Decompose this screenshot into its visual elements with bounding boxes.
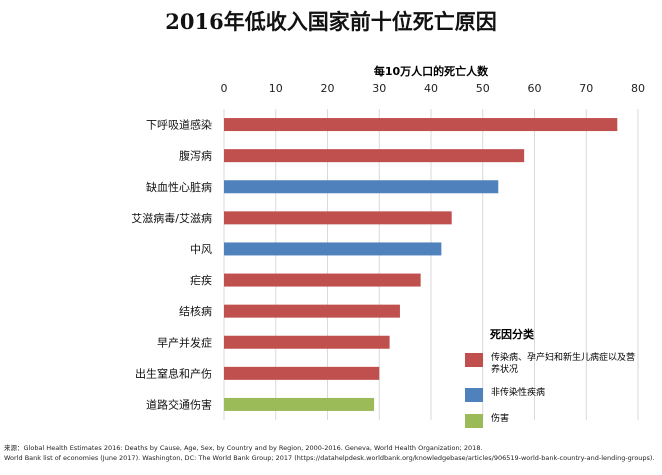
- x-tick-label: 20: [321, 82, 335, 95]
- category-label: 下呼吸道感染: [146, 118, 212, 132]
- bar: [224, 304, 400, 318]
- category-label: 出生窒息和产伤: [135, 366, 212, 380]
- footnote-line-1: 来源：Global Health Estimates 2016: Deaths …: [4, 444, 483, 452]
- category-label: 道路交通伤害: [146, 397, 212, 411]
- category-label: 结核病: [179, 304, 212, 318]
- bar: [224, 397, 375, 411]
- bar: [224, 118, 618, 132]
- legend-swatch: [465, 353, 483, 367]
- source-footnote: 来源：Global Health Estimates 2016: Deaths …: [4, 444, 660, 463]
- x-tick-label: 80: [631, 82, 645, 95]
- legend: 死因分类 传染病、孕产妇和新生儿病症以及营养状况非传染性疾病 伤害: [465, 326, 660, 439]
- footnote-line-2: World Bank list of economies (June 2017)…: [4, 453, 655, 462]
- category-label: 中风: [190, 243, 212, 256]
- bar: [224, 211, 452, 225]
- legend-item: 非传染性疾病: [465, 387, 660, 402]
- chart-title: 2016年低收入国家前十位死亡原因: [165, 9, 497, 34]
- x-tick-label: 10: [269, 82, 283, 95]
- category-label: 疟疾: [190, 273, 212, 287]
- legend-item: 伤害: [465, 413, 660, 428]
- legend-swatch: [465, 388, 483, 402]
- bar: [224, 180, 499, 194]
- x-tick-label: 40: [424, 82, 438, 95]
- category-label: 艾滋病毒/艾滋病: [131, 211, 212, 225]
- x-tick-label: 30: [372, 82, 386, 95]
- x-tick-label: 70: [579, 82, 593, 95]
- legend-swatch: [465, 414, 483, 428]
- legend-label: 非传染性疾病: [491, 388, 546, 398]
- x-tick-label: 60: [528, 82, 542, 95]
- legend-item: 传染病、孕产妇和新生儿病症以及营养状况: [465, 352, 660, 376]
- bar: [224, 149, 525, 163]
- x-tick-label: 50: [476, 82, 490, 95]
- bar: [224, 335, 390, 349]
- bar: [224, 366, 380, 380]
- category-label: 缺血性心脏病: [146, 180, 212, 194]
- x-tick-label: 0: [221, 82, 228, 95]
- bar: [224, 242, 442, 256]
- legend-label: 传染病、孕产妇和新生儿病症以及营养状况: [491, 353, 636, 375]
- category-label: 腹泻病: [179, 149, 212, 163]
- x-axis-title: 每10万人口的死亡人数: [374, 64, 489, 78]
- bar: [224, 273, 421, 287]
- legend-label: 伤害: [491, 414, 510, 424]
- legend-title: 死因分类: [490, 328, 534, 341]
- category-label: 早产并发症: [157, 335, 212, 349]
